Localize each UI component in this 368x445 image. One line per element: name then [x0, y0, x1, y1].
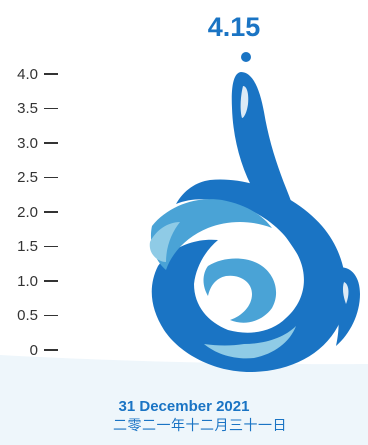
scale-tick: 1.0 — [4, 271, 58, 291]
drop-right-tail — [325, 267, 360, 346]
scale-tick: 0.5 — [4, 306, 58, 326]
scale-tick-mark — [44, 280, 58, 282]
scale-tick-label: 1.0 — [17, 272, 38, 290]
scale-tick: 4.0 — [4, 64, 58, 84]
scale-tick-mark — [44, 73, 58, 75]
scale-tick-label: 3.5 — [17, 100, 38, 117]
scale-tick: 0 — [4, 340, 58, 360]
scale-tick-mark — [44, 211, 58, 213]
scale-tick-label: 0 — [29, 341, 38, 359]
level-value: 4.15 — [207, 12, 261, 42]
scale-tick-mark — [44, 107, 58, 110]
scale-tick-mark — [44, 349, 58, 351]
scale-tick-label: 0.5 — [17, 307, 38, 324]
scale-tick-label: 2.5 — [17, 169, 38, 186]
scale-tick-mark — [44, 314, 58, 317]
scale-tick: 2.5 — [4, 168, 58, 188]
drop-inner-curl — [203, 258, 277, 323]
drop-lower-sweep — [204, 326, 296, 359]
scale-tick-mark — [44, 176, 58, 179]
scale-tick: 3.5 — [4, 99, 58, 119]
small-droplet — [241, 52, 251, 62]
drop-swirl-body — [151, 179, 346, 372]
scale-tick: 2.0 — [4, 202, 58, 222]
scale-tick-mark — [44, 245, 58, 248]
scale-tick-label: 3.0 — [17, 134, 38, 152]
scale-tick-label: 4.0 — [17, 65, 38, 83]
scale-tick-mark — [44, 142, 58, 144]
date-chinese: 二零二一年十二月三十一日 — [113, 418, 287, 434]
level-scale: 4.0 3.5 3.0 2.5 2.0 1.5 1.0 0.5 0 — [0, 0, 80, 360]
drop-left-wave — [150, 199, 272, 270]
date-english: 31 December 2021 — [118, 398, 250, 415]
scale-tick: 1.5 — [4, 237, 58, 257]
scale-tick-label: 1.5 — [17, 238, 38, 255]
scale-tick: 3.0 — [4, 133, 58, 153]
scale-tick-label: 2.0 — [17, 203, 38, 221]
